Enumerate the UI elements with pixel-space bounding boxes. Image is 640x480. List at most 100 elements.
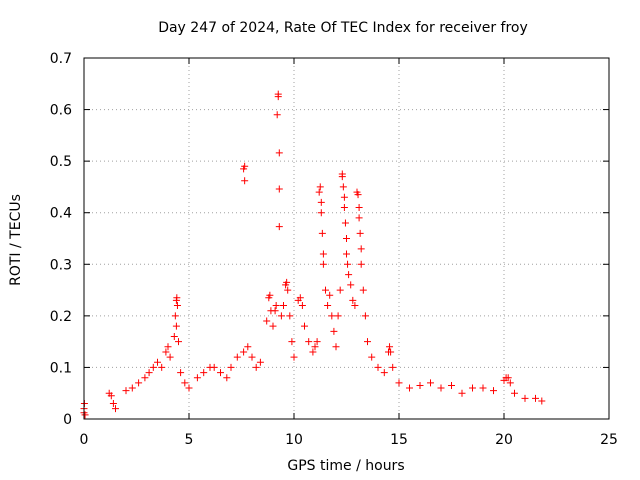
- data-point: [341, 219, 349, 227]
- x-axis-title: GPS time / hours: [287, 458, 404, 474]
- data-point: [340, 204, 348, 212]
- y-tick-label: 0.2: [50, 309, 72, 325]
- data-point: [357, 245, 365, 253]
- data-point: [233, 353, 241, 361]
- data-point: [263, 317, 271, 325]
- data-point: [458, 389, 466, 397]
- data-point: [334, 312, 342, 320]
- data-point: [248, 353, 256, 361]
- data-point: [351, 302, 359, 310]
- data-point: [427, 379, 434, 387]
- data-point: [448, 381, 455, 389]
- data-point: [128, 384, 136, 392]
- data-point: [356, 229, 364, 237]
- data-point: [343, 235, 350, 242]
- data-point: [437, 384, 445, 392]
- data-point: [340, 193, 348, 201]
- data-point: [275, 223, 283, 231]
- y-tick-label: 0.7: [50, 51, 72, 67]
- data-point: [141, 374, 149, 382]
- data-point: [272, 302, 280, 310]
- data-point: [241, 162, 249, 170]
- data-point: [338, 170, 346, 178]
- data-point: [275, 149, 283, 157]
- y-tick-label: 0.3: [50, 257, 72, 273]
- data-point: [330, 327, 338, 335]
- data-point: [479, 384, 487, 392]
- data-point: [313, 338, 321, 346]
- data-point: [173, 302, 181, 310]
- data-point: [319, 260, 327, 268]
- data-point: [277, 312, 285, 320]
- data-point: [395, 379, 403, 387]
- data-point: [311, 343, 319, 351]
- data-point: [252, 363, 260, 371]
- x-tick-label: 0: [80, 432, 89, 448]
- data-point: [319, 250, 327, 258]
- data-point: [301, 322, 308, 330]
- data-point: [305, 338, 313, 346]
- ticks: 0 0.1 0.2 0.3 0.4 0.5 0.6 0.7 0 5 10 15 20 25: [50, 51, 618, 448]
- plot-frame: [83, 57, 610, 420]
- data-point: [538, 397, 546, 405]
- data-point: [244, 343, 252, 351]
- data-point: [357, 260, 365, 268]
- y-axis-title: ROTI / TECUs: [8, 194, 24, 286]
- data-point: [322, 286, 329, 294]
- data-point: [416, 381, 424, 389]
- data-point: [145, 369, 153, 377]
- data-point: [386, 343, 394, 351]
- data-point: [347, 281, 355, 289]
- data-point: [286, 312, 294, 320]
- data-point: [336, 286, 344, 294]
- data-point: [275, 185, 283, 193]
- data-point: [135, 379, 143, 387]
- data-point: [284, 286, 292, 294]
- data-point: [387, 348, 395, 356]
- data-point: [223, 374, 231, 382]
- data-point: [368, 353, 376, 361]
- data-point: [181, 379, 189, 387]
- data-point: [374, 363, 382, 371]
- data-point: [296, 294, 304, 302]
- data-point: [332, 343, 340, 351]
- data-point: [359, 286, 367, 294]
- y-tick-label: 0.5: [50, 154, 72, 170]
- data-point: [317, 209, 325, 217]
- data-point: [200, 369, 208, 377]
- data-point: [166, 353, 174, 361]
- data-point: [210, 363, 218, 371]
- data-point: [290, 353, 298, 361]
- data-point: [364, 338, 371, 346]
- data-point: [406, 384, 413, 392]
- data-point: [175, 338, 182, 346]
- data-point: [171, 312, 179, 320]
- data-point: [154, 358, 161, 366]
- y-tick-label: 0: [63, 412, 72, 428]
- data-point: [193, 374, 201, 382]
- y-tick-label: 0.1: [50, 360, 72, 376]
- data-point: [177, 369, 185, 377]
- data-point: [490, 387, 497, 395]
- x-tick-label: 20: [495, 432, 513, 448]
- data-point: [256, 358, 264, 366]
- data-point: [81, 411, 89, 419]
- data-point: [288, 338, 296, 346]
- data-point: [345, 271, 353, 279]
- data-point: [349, 296, 357, 304]
- data-point: [162, 348, 170, 356]
- data-point: [273, 111, 281, 119]
- data-point: [241, 177, 249, 185]
- data-point: [172, 322, 180, 330]
- data-point: [227, 363, 235, 371]
- data-point: [173, 294, 181, 302]
- data-point: [317, 198, 325, 206]
- data-point: [274, 90, 282, 98]
- x-tick-label: 5: [185, 432, 194, 448]
- data-point: [112, 405, 119, 413]
- data-point: [504, 374, 512, 382]
- data-point: [164, 343, 172, 351]
- data-point: [532, 394, 539, 402]
